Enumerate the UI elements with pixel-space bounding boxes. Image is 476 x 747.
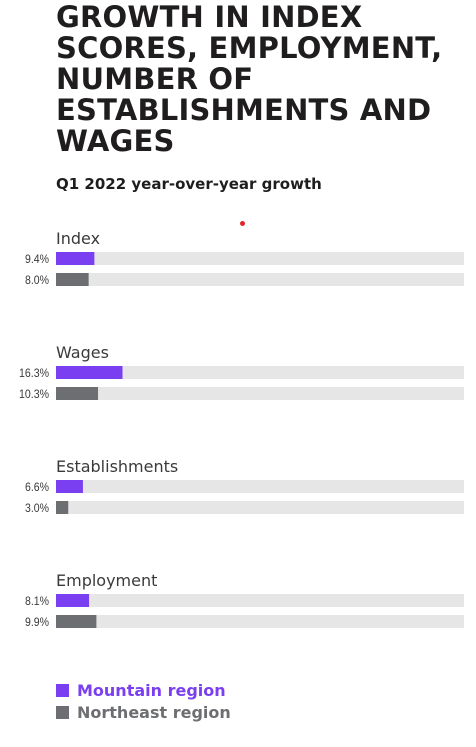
legend-label-mountain: Mountain region [77,680,226,700]
category-label-index: Index [56,229,100,248]
data-label-establishments-mountain: 6.6% [25,480,49,494]
bar-track-wages-northeast [56,387,464,400]
bar-establishments-northeast [56,501,69,514]
bar-index-mountain [56,252,95,265]
bar-track-index-northeast [56,273,464,286]
bar-track-employment-northeast [56,615,464,628]
legend-label-northeast: Northeast region [77,702,231,722]
bar-track-index-mountain [56,252,464,265]
category-label-wages: Wages [56,343,109,362]
bar-track-wages-mountain [56,366,464,379]
bar-employment-northeast [56,615,97,628]
category-label-employment: Employment [56,571,157,590]
bar-employment-mountain [56,594,90,607]
bar-index-northeast [56,273,89,286]
legend: Mountain region Northeast region [56,679,231,723]
legend-item-mountain: Mountain region [56,679,231,701]
red-dot-marker [240,221,245,226]
data-label-employment-mountain: 8.1% [25,594,49,608]
data-label-establishments-northeast: 3.0% [25,501,49,515]
data-label-employment-northeast: 9.9% [25,615,49,629]
legend-item-northeast: Northeast region [56,701,231,723]
bar-track-establishments-northeast [56,501,464,514]
data-label-index-mountain: 9.4% [25,252,49,266]
bar-track-employment-mountain [56,594,464,607]
legend-swatch-northeast [56,705,69,719]
category-label-establishments: Establishments [56,457,178,476]
chart-title: GROWTH IN INDEX SCORES, EMPLOYMENT, NUMB… [56,0,443,158]
data-label-index-northeast: 8.0% [25,273,49,287]
data-label-wages-mountain: 16.3% [19,366,49,380]
data-label-wages-northeast: 10.3% [19,387,49,401]
chart-subtitle: Q1 2022 year-over-year growth [56,175,322,193]
legend-swatch-mountain [56,683,69,697]
bar-track-establishments-mountain [56,480,464,493]
bar-establishments-mountain [56,480,83,493]
bar-wages-mountain [56,366,123,379]
bar-wages-northeast [56,387,99,400]
